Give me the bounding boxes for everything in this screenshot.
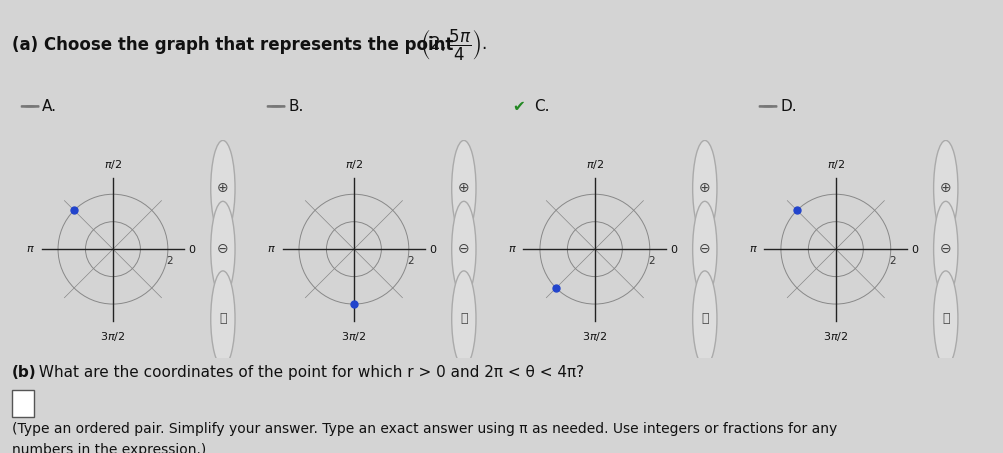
Text: (a) Choose the graph that represents the point: (a) Choose the graph that represents the… [12,36,458,54]
FancyBboxPatch shape [12,390,34,417]
Text: B.: B. [288,99,303,114]
Text: $\pi$: $\pi$ [267,244,276,254]
Circle shape [451,201,475,297]
Text: (Type an ordered pair. Simplify your answer. Type an exact answer using π as nee: (Type an ordered pair. Simplify your ans… [12,422,837,436]
Text: ⧉: ⧉ [459,312,467,325]
Text: $\pi/2$: $\pi/2$ [104,158,121,171]
Text: $0$: $0$ [429,243,437,255]
Text: (b): (b) [12,366,37,381]
Text: 2: 2 [406,256,413,266]
Circle shape [692,201,716,297]
Circle shape [933,271,957,366]
Text: ⊕: ⊕ [217,181,229,195]
Text: $3\pi/2$: $3\pi/2$ [341,330,366,343]
Text: $\pi$: $\pi$ [748,244,757,254]
Text: $0$: $0$ [189,243,197,255]
Text: ⧉: ⧉ [941,312,949,325]
Text: 2: 2 [647,256,654,266]
Text: $\pi$: $\pi$ [508,244,517,254]
Text: ⧉: ⧉ [219,312,227,325]
Circle shape [211,140,235,236]
Text: $\pi$: $\pi$ [26,244,35,254]
Text: ⊕: ⊕ [698,181,710,195]
Text: 2: 2 [165,256,173,266]
Text: $\left(2,\dfrac{5\pi}{4}\right).$: $\left(2,\dfrac{5\pi}{4}\right).$ [419,28,485,63]
Circle shape [451,140,475,236]
Text: ⧉: ⧉ [700,312,708,325]
Text: numbers in the expression.): numbers in the expression.) [12,443,206,453]
Text: ⊕: ⊕ [457,181,469,195]
Circle shape [211,271,235,366]
Text: ⊖: ⊖ [939,242,951,256]
Circle shape [692,140,716,236]
Text: ⊖: ⊖ [217,242,229,256]
Text: $\pi/2$: $\pi/2$ [586,158,603,171]
Text: What are the coordinates of the point for which r > 0 and 2π < θ < 4π?: What are the coordinates of the point fo… [34,366,584,381]
Text: ⊖: ⊖ [698,242,710,256]
Text: $3\pi/2$: $3\pi/2$ [582,330,607,343]
Circle shape [933,201,957,297]
Text: $\pi/2$: $\pi/2$ [826,158,844,171]
Circle shape [451,271,475,366]
Text: $0$: $0$ [911,243,919,255]
Circle shape [692,271,716,366]
Text: $0$: $0$ [670,243,678,255]
Text: $\pi/2$: $\pi/2$ [345,158,362,171]
Text: 2: 2 [888,256,895,266]
Text: ⊖: ⊖ [457,242,469,256]
Text: $3\pi/2$: $3\pi/2$ [822,330,848,343]
Text: ⊕: ⊕ [939,181,951,195]
Circle shape [211,201,235,297]
Text: C.: C. [534,99,549,114]
Text: A.: A. [42,99,57,114]
Text: ✔: ✔ [512,99,525,114]
Text: $3\pi/2$: $3\pi/2$ [100,330,125,343]
Text: D.: D. [779,99,796,114]
Circle shape [933,140,957,236]
